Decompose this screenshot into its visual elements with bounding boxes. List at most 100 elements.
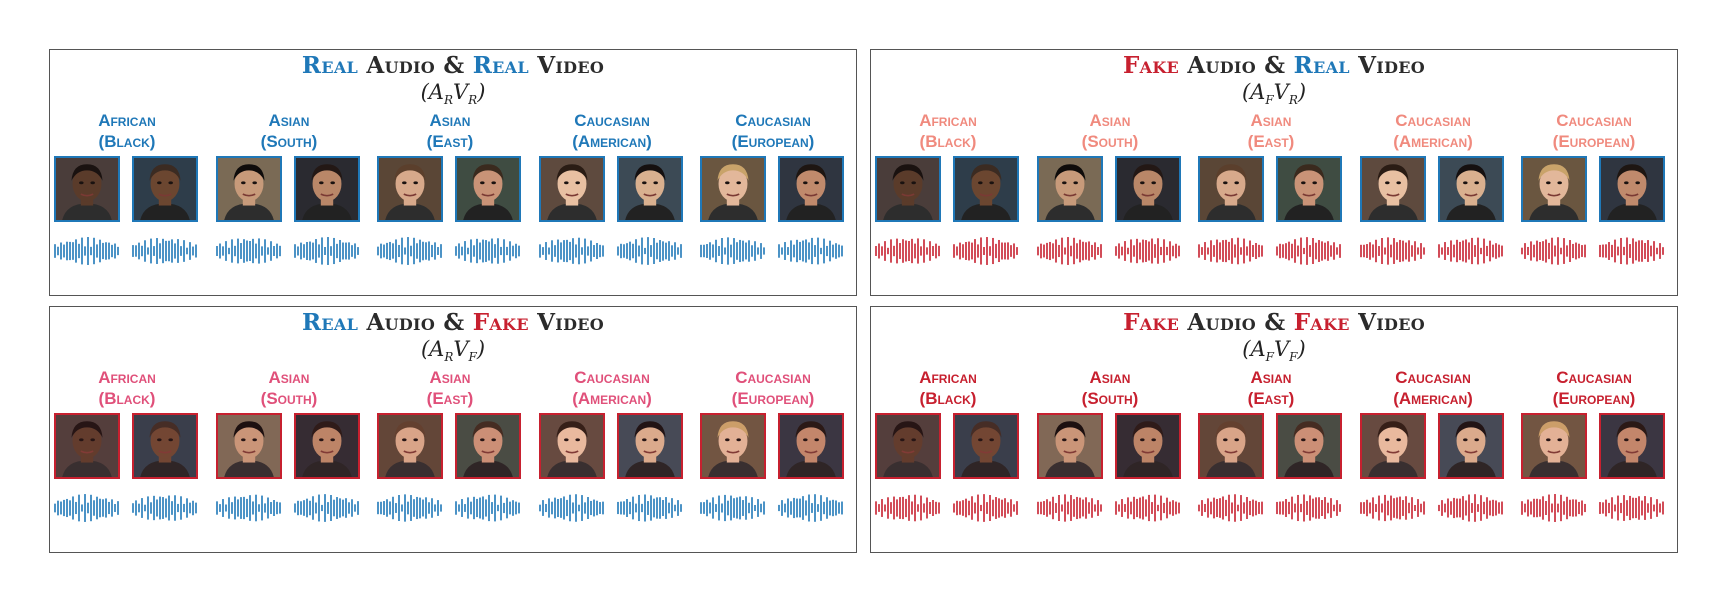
ethnicity-group: Asian (East)	[1198, 367, 1344, 522]
face-thumbnail	[294, 413, 360, 479]
audio-waveform	[1037, 491, 1183, 525]
title-ampersand: &	[443, 52, 465, 79]
audio-waveform	[54, 491, 200, 525]
face-thumbnails	[1198, 413, 1344, 483]
v-subscript: F	[1289, 350, 1298, 365]
title-ampersand: &	[1264, 309, 1286, 336]
face-thumbnail	[1521, 156, 1587, 222]
group-label-line1: Caucasian	[574, 111, 650, 130]
a-symbol: A	[429, 337, 445, 361]
panel-title: Real Audio & Real Video	[50, 52, 856, 79]
group-label: Asian (East)	[377, 110, 523, 152]
group-label-line1: Caucasian	[1556, 111, 1632, 130]
group-label-line2: (European)	[1552, 132, 1636, 151]
face-thumbnail	[455, 413, 521, 479]
title-ampersand: &	[1264, 52, 1286, 79]
a-subscript: R	[444, 350, 454, 365]
ethnicity-group: Asian (South)	[1037, 110, 1183, 265]
ethnicity-group: Asian (South)	[1037, 367, 1183, 522]
ethnicity-group: Asian (East)	[377, 110, 523, 265]
face-thumbnail	[953, 156, 1019, 222]
ethnicity-group: African (Black)	[54, 110, 200, 265]
group-label-line2: (European)	[731, 132, 815, 151]
audio-waveform	[216, 234, 362, 268]
face-thumbnail	[700, 413, 766, 479]
face-thumbnails	[700, 156, 846, 226]
face-thumbnail	[54, 413, 120, 479]
face-thumbnail	[1276, 413, 1342, 479]
group-label-line2: (American)	[1393, 389, 1473, 408]
face-thumbnail	[875, 413, 941, 479]
face-thumbnail	[778, 156, 844, 222]
a-symbol: A	[1250, 80, 1266, 104]
v-symbol: V	[1274, 337, 1290, 361]
group-label-line1: Asian	[1089, 111, 1131, 130]
a-subscript: F	[1265, 93, 1274, 108]
face-thumbnail	[1360, 413, 1426, 479]
group-label-line2: (Black)	[919, 132, 977, 151]
face-thumbnail	[1438, 156, 1504, 222]
face-thumbnail	[1115, 413, 1181, 479]
face-thumbnail	[1438, 413, 1504, 479]
audio-waveform	[1360, 491, 1506, 525]
audio-waveform	[1198, 234, 1344, 268]
face-thumbnail	[1521, 413, 1587, 479]
group-label-line1: African	[98, 368, 156, 387]
audio-waveform	[700, 234, 846, 268]
v-symbol: V	[453, 337, 469, 361]
ethnicity-group: African (Black)	[54, 367, 200, 522]
face-thumbnails	[1360, 156, 1506, 226]
group-label: Asian (South)	[216, 367, 362, 409]
face-thumbnail	[216, 156, 282, 222]
ethnicity-group: Asian (East)	[1198, 110, 1344, 265]
group-label-line1: Caucasian	[1556, 368, 1632, 387]
group-label: Caucasian (American)	[1360, 110, 1506, 152]
face-thumbnail	[377, 413, 443, 479]
face-thumbnails	[1037, 413, 1183, 483]
a-symbol: A	[428, 80, 444, 104]
title-audio-kind: Fake	[1122, 52, 1180, 79]
face-thumbnail	[1198, 156, 1264, 222]
face-thumbnail	[294, 156, 360, 222]
group-label-line2: (South)	[260, 389, 318, 408]
group-label-line2: (American)	[572, 132, 652, 151]
group-label-line1: African	[98, 111, 156, 130]
group-label-line1: African	[919, 368, 977, 387]
face-thumbnail	[455, 156, 521, 222]
group-label-line2: (Black)	[919, 389, 977, 408]
group-label-line1: Caucasian	[1395, 111, 1471, 130]
group-label: Caucasian (American)	[1360, 367, 1506, 409]
face-thumbnail	[1037, 156, 1103, 222]
title-audio-word: Audio	[366, 309, 436, 336]
panel-notation: (ARVF)	[420, 337, 486, 365]
ethnicity-group: Caucasian (American)	[1360, 367, 1506, 522]
group-label-line2: (American)	[572, 389, 652, 408]
group-label-line2: (Black)	[98, 132, 156, 151]
audio-waveform	[1521, 491, 1667, 525]
group-label-line1: Asian	[268, 111, 310, 130]
face-thumbnail	[1360, 156, 1426, 222]
face-thumbnails	[1521, 413, 1667, 483]
face-thumbnail	[1198, 413, 1264, 479]
ethnicity-group: Asian (South)	[216, 110, 362, 265]
ethnicity-group: Asian (East)	[377, 367, 523, 522]
panel-fake-audio-real-video: Fake Audio & Real Video (AFVR) African (Bla…	[870, 49, 1678, 296]
audio-waveform	[54, 234, 200, 268]
ethnicity-group: Caucasian (American)	[1360, 110, 1506, 265]
ethnicity-group: Caucasian (European)	[1521, 110, 1667, 265]
face-thumbnails	[54, 413, 200, 483]
face-thumbnail	[1115, 156, 1181, 222]
face-thumbnail	[1599, 413, 1665, 479]
title-video-kind: Real	[472, 52, 529, 79]
face-thumbnails	[54, 156, 200, 226]
group-label-line1: Caucasian	[735, 111, 811, 130]
panel-title: Real Audio & Fake Video	[50, 309, 856, 336]
v-symbol: V	[1273, 80, 1289, 104]
ethnicity-group: African (Black)	[875, 367, 1021, 522]
group-label-line2: (East)	[1247, 132, 1295, 151]
group-label-line2: (East)	[1247, 389, 1295, 408]
group-label-line2: (East)	[426, 132, 474, 151]
face-thumbnail	[953, 413, 1019, 479]
group-label-line2: (South)	[260, 132, 318, 151]
face-thumbnails	[539, 413, 685, 483]
